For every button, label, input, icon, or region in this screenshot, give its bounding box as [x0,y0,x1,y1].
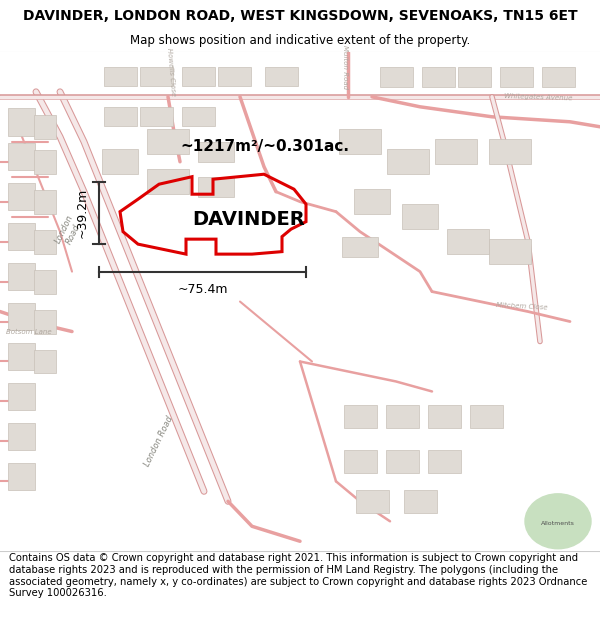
Text: ~39.2m: ~39.2m [75,188,88,238]
Bar [435,139,477,164]
Bar [104,107,137,126]
Bar [355,490,389,512]
Bar [8,263,35,291]
Bar [102,149,138,174]
Text: Allotments: Allotments [541,521,575,526]
Text: Mitchem Close: Mitchem Close [496,302,548,311]
Bar [34,269,56,294]
Text: Whitegates Avenue: Whitegates Avenue [504,92,572,101]
Bar [34,150,56,174]
Bar [147,129,189,154]
Bar [8,302,35,330]
Text: Map shows position and indicative extent of the property.: Map shows position and indicative extent… [130,34,470,47]
Bar [8,223,35,251]
Bar [147,169,189,194]
Bar [34,190,56,214]
Bar [182,107,215,126]
Text: DAVINDER: DAVINDER [193,209,305,229]
Bar [342,237,378,257]
Bar [542,67,575,87]
Bar [8,108,35,136]
Bar [387,149,429,174]
Bar [499,67,533,87]
Text: ~1217m²/~0.301ac.: ~1217m²/~0.301ac. [180,139,349,154]
Bar [139,68,173,86]
Bar [139,107,173,126]
Bar [386,405,419,428]
Bar [427,405,461,428]
Bar [34,309,56,334]
Bar [198,142,234,162]
Bar [339,129,381,154]
Bar [104,68,137,86]
Bar [182,68,215,86]
Bar [489,139,531,164]
Text: Botsom Lane: Botsom Lane [6,329,52,334]
Bar [8,143,35,171]
Circle shape [525,494,591,549]
Bar [8,342,35,370]
Bar [8,462,35,490]
Text: Contains OS data © Crown copyright and database right 2021. This information is : Contains OS data © Crown copyright and d… [9,554,587,598]
Bar [343,450,377,472]
Bar [198,177,234,197]
Bar [218,68,251,86]
Bar [34,115,56,139]
Text: London Road: London Road [143,415,175,468]
Bar [458,67,491,87]
Text: ~75.4m: ~75.4m [177,282,228,296]
Bar [8,382,35,410]
Bar [354,189,390,214]
Bar [380,67,413,87]
Text: Howells Close: Howells Close [166,48,176,96]
Bar [386,450,419,472]
Bar [404,490,437,512]
Bar [421,67,455,87]
Bar [34,349,56,374]
Bar [427,450,461,472]
Bar [489,239,531,264]
Bar [8,422,35,450]
Bar [402,204,438,229]
Bar [447,229,489,254]
Bar [265,68,298,86]
Text: Multon Road: Multon Road [342,45,348,89]
Bar [8,183,35,211]
Text: London
Road: London Road [53,214,85,250]
Text: DAVINDER, LONDON ROAD, WEST KINGSDOWN, SEVENOAKS, TN15 6ET: DAVINDER, LONDON ROAD, WEST KINGSDOWN, S… [23,9,577,22]
Bar [470,405,503,428]
Bar [34,229,56,254]
Bar [343,405,377,428]
